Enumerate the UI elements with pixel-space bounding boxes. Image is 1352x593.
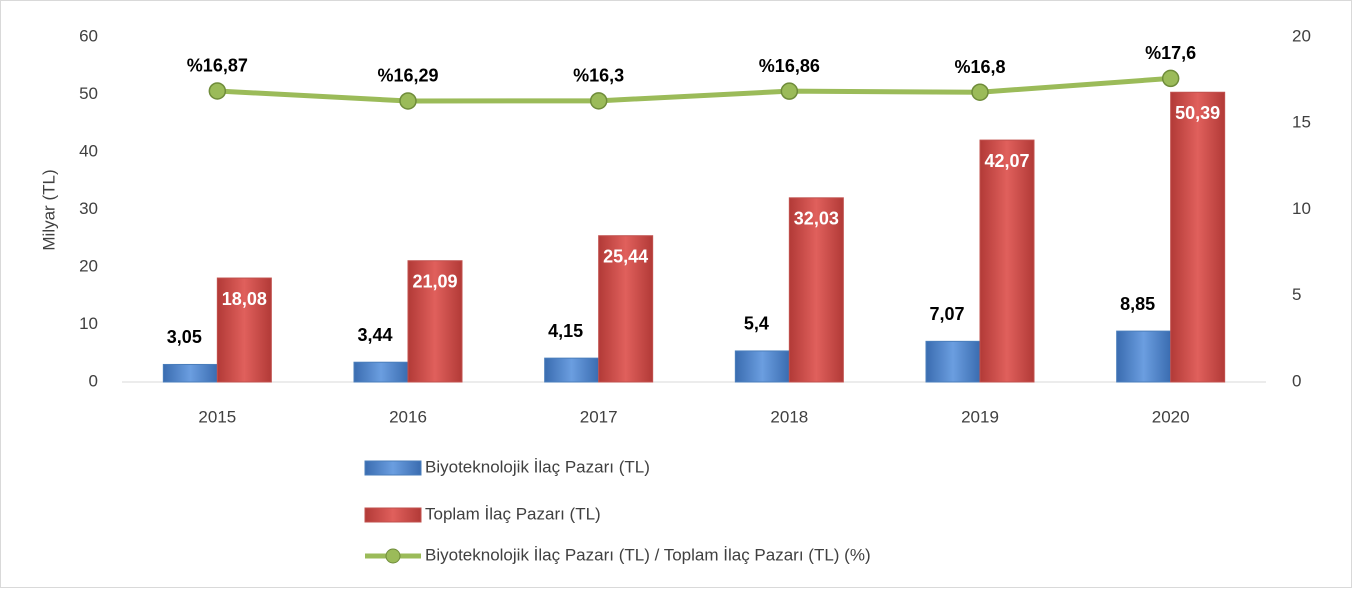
line-marker — [1161, 69, 1180, 88]
bar — [925, 340, 981, 383]
y-axis-label: Milyar (TL) — [39, 169, 58, 250]
y-tick-label: 50 — [79, 84, 98, 103]
legend-label: Biyoteknolojik İlaç Pazarı (TL) / Toplam… — [425, 545, 871, 564]
data-label: %16,8 — [954, 57, 1005, 77]
legend-swatch-marker — [385, 548, 401, 564]
x-tick-label: 2019 — [961, 407, 999, 426]
bar — [598, 235, 654, 383]
x-tick-label: 2018 — [770, 407, 808, 426]
y2-tick-label: 20 — [1292, 26, 1311, 45]
bar — [216, 277, 272, 383]
y-tick-label: 20 — [79, 256, 98, 275]
data-label: 25,44 — [603, 246, 648, 266]
y2-tick-label: 15 — [1292, 113, 1311, 132]
legend-label: Toplam İlaç Pazarı (TL) — [425, 504, 601, 523]
line-marker — [208, 82, 227, 100]
data-label: 50,39 — [1175, 103, 1220, 123]
bar — [979, 139, 1035, 383]
bar — [162, 363, 218, 383]
data-label: %17,6 — [1145, 43, 1196, 63]
data-label: 4,15 — [548, 321, 583, 341]
data-label: 3,05 — [167, 327, 202, 347]
bar — [353, 361, 409, 383]
data-label: %16,29 — [377, 66, 438, 86]
bar — [544, 357, 600, 383]
line-marker — [589, 92, 608, 110]
line-marker — [971, 83, 989, 101]
bar — [734, 350, 790, 383]
bar — [407, 260, 463, 383]
x-tick-label: 2017 — [580, 407, 618, 426]
data-label: 3,44 — [357, 325, 392, 345]
data-label: %16,86 — [759, 56, 820, 76]
bar — [1170, 91, 1226, 383]
line-marker — [780, 82, 799, 100]
bar — [1116, 330, 1172, 383]
line-series — [217, 75, 1171, 104]
data-label: %16,3 — [573, 66, 624, 86]
y-tick-label: 0 — [89, 371, 98, 390]
y-tick-label: 30 — [79, 199, 98, 218]
legend-swatch — [364, 507, 422, 523]
data-label: 42,07 — [984, 151, 1029, 171]
legend-swatch — [364, 460, 422, 476]
x-tick-label: 2016 — [389, 407, 427, 426]
y2-tick-label: 10 — [1292, 199, 1311, 218]
data-label: 32,03 — [794, 209, 839, 229]
data-label: %16,87 — [187, 56, 248, 76]
y-tick-label: 10 — [79, 314, 98, 333]
data-label: 21,09 — [412, 271, 457, 291]
y2-tick-label: 5 — [1292, 285, 1301, 304]
y2-tick-label: 0 — [1292, 371, 1301, 390]
bar — [788, 197, 844, 383]
y-tick-label: 40 — [79, 141, 98, 160]
y-tick-label: 60 — [79, 26, 98, 45]
x-tick-label: 2020 — [1152, 407, 1190, 426]
data-label: 8,85 — [1120, 294, 1155, 314]
x-tick-label: 2015 — [198, 407, 236, 426]
data-label: 5,4 — [744, 314, 769, 334]
data-label: 7,07 — [929, 304, 964, 324]
line-marker — [399, 92, 417, 110]
data-label: 18,08 — [222, 289, 267, 309]
legend-label: Biyoteknolojik İlaç Pazarı (TL) — [425, 457, 650, 476]
